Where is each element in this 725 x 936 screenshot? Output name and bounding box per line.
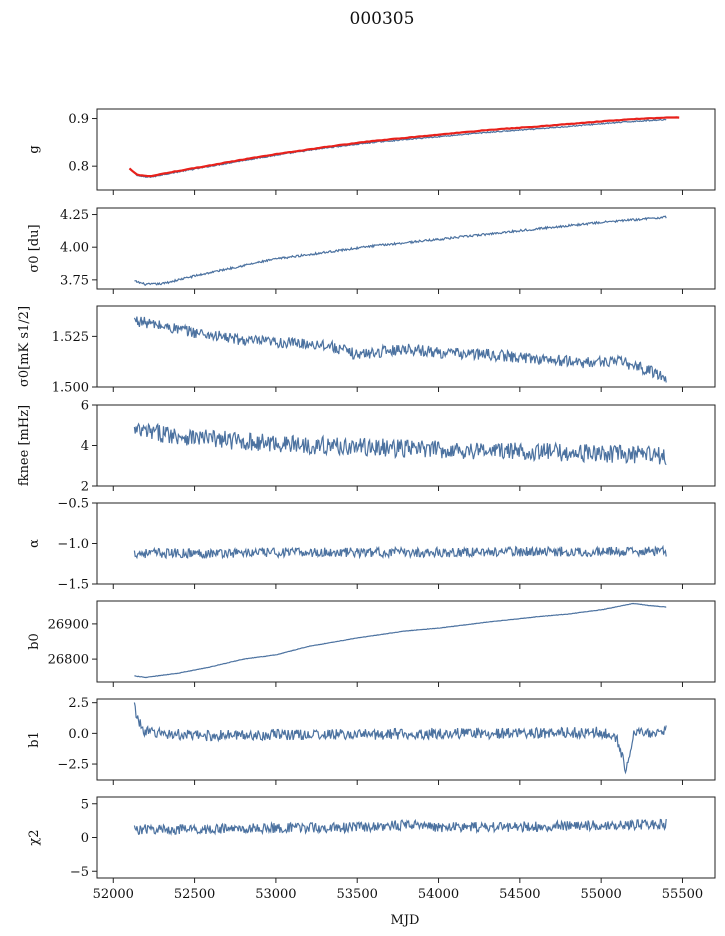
ytick-label-sigma0_nefd-0: 1.500 [52, 381, 89, 396]
frame-sigma0_nefd [96, 305, 716, 388]
ylabel-b1: b1 [27, 731, 42, 748]
figure-title: 000305 [350, 9, 415, 29]
series-b0-line [134, 602, 667, 679]
ytick-label-fknee-2: 6 [81, 399, 89, 414]
ylabel-g: g [27, 145, 42, 153]
ytick-label-fknee-1: 4 [81, 439, 89, 454]
frame-fknee [96, 404, 716, 487]
series-g-overlay [128, 116, 680, 178]
ytick-label-alpha-1: −1.0 [57, 537, 89, 552]
xtick-label-0: 52000 [93, 887, 134, 902]
ytick-label-b1-1: 0.0 [68, 727, 89, 742]
ylabel-sigma0: σ0 [du] [27, 224, 42, 272]
panels: 0.8 0.9 g 3.75 4.00 4.25 σ0 [du] 1.500 1.525 σ0[m… [17, 108, 716, 883]
frame-alpha [96, 502, 716, 585]
panel-sigma0_nefd: 1.500 1.525 σ0[mK s1/2] [17, 305, 716, 396]
panel-chi2: −5 0 5 χ2 [27, 796, 716, 883]
ytick-label-fknee-0: 2 [81, 480, 89, 495]
series-alpha-line [133, 544, 667, 560]
panel-fknee: 2 4 6 fknee [mHz] [17, 399, 716, 495]
ylabel-alpha: α [27, 539, 42, 548]
frame-g [96, 108, 716, 191]
ytick-label-alpha-2: −0.5 [57, 497, 89, 512]
ytick-label-chi2-0: −5 [70, 865, 89, 880]
panel-g: 0.8 0.9 g [27, 108, 716, 195]
series-sigma0-line [134, 215, 667, 286]
series-chi2-line [133, 818, 667, 836]
series-fknee-line [133, 422, 667, 466]
xtick-label-6: 55000 [580, 887, 621, 902]
ytick-label-sigma0-0: 3.75 [60, 273, 89, 288]
panel-b1: −2.5 0.0 2.5 b1 [27, 696, 716, 785]
ylabel-b0: b0 [27, 633, 42, 650]
ytick-label-chi2-1: 0 [81, 831, 89, 846]
series-sigma0_nefd-line [133, 316, 667, 383]
ytick-label-b1-0: −2.5 [57, 758, 89, 773]
xtick-label-2: 53000 [255, 887, 296, 902]
ytick-label-sigma0-2: 4.25 [60, 208, 89, 223]
frame-chi2 [96, 796, 716, 879]
xtick-label-7: 55500 [662, 887, 703, 902]
ytick-label-b0-1: 26900 [48, 617, 89, 632]
xtick-label-4: 54000 [418, 887, 459, 902]
series-g-line [129, 118, 667, 178]
ytick-label-b1-2: 2.5 [68, 696, 89, 711]
x-axis: 52000 52500 53000 53500 54000 54500 55000 55500 [93, 887, 704, 902]
ytick-label-sigma0-1: 4.00 [60, 241, 89, 256]
ylabel-chi2: χ2 [27, 829, 42, 845]
frame-sigma0 [96, 207, 716, 290]
ylabel-fknee: fknee [mHz] [17, 405, 32, 486]
ytick-label-b0-0: 26800 [48, 653, 89, 668]
ytick-label-g-1: 0.9 [68, 112, 89, 127]
frame-b1 [96, 698, 716, 781]
xtick-label-3: 53500 [337, 887, 378, 902]
panel-sigma0: 3.75 4.00 4.25 σ0 [du] [27, 207, 716, 294]
frame-b0 [96, 600, 716, 683]
ylabel-sigma0_nefd: σ0[mK s1/2] [17, 306, 32, 387]
xtick-label-5: 54500 [499, 887, 540, 902]
ytick-label-sigma0_nefd-1: 1.525 [52, 330, 89, 345]
ytick-label-g-0: 0.8 [68, 160, 89, 175]
panel-alpha: −1.5 −1.0 −0.5 α [27, 497, 716, 593]
ytick-label-chi2-2: 5 [81, 797, 89, 812]
series-b1-line [133, 702, 667, 775]
panel-b0: 26800 26900 b0 [27, 600, 716, 687]
xtick-label-1: 52500 [174, 887, 215, 902]
x-axis-label: MJD [391, 913, 420, 928]
ytick-label-alpha-0: −1.5 [57, 578, 89, 593]
